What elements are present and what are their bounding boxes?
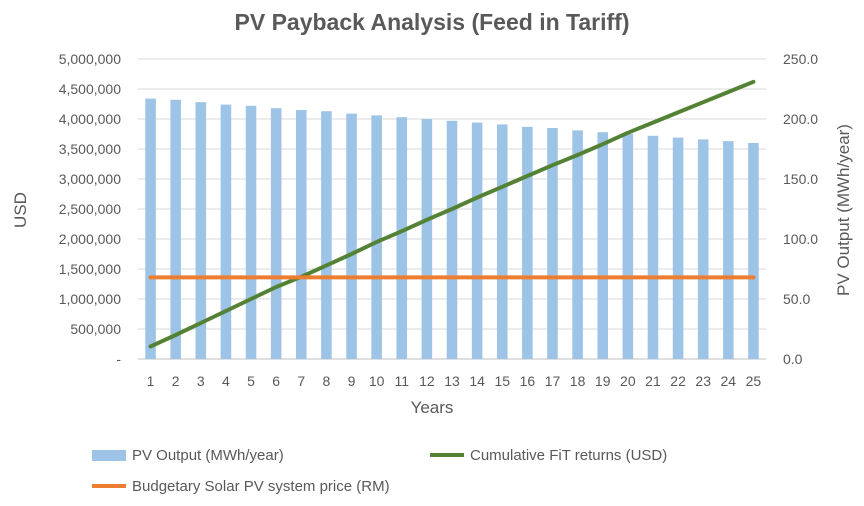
right-axis-ticks: 0.0 50.0 100.0 150.0 200.0 250.0 (783, 51, 818, 367)
bar (496, 124, 508, 360)
bar (421, 119, 433, 359)
bar (522, 126, 533, 359)
x-tick-label: 23 (695, 373, 711, 389)
x-axis-ticks: 1 2 3 4 5 6 7 8 9 10 11 12 13 14 15 16 17 18 19 20 21 22 23 24 2… (147, 373, 762, 389)
bar (245, 105, 257, 359)
x-tick-label: 2 (172, 373, 180, 389)
y2-tick-label: 150.0 (783, 171, 818, 187)
legend: PV Output (MWh/year) Cumulative FiT retur… (92, 447, 667, 495)
bar (195, 102, 207, 359)
x-tick-label: 4 (222, 373, 230, 389)
x-tick-label: 9 (348, 373, 356, 389)
bar (471, 122, 483, 359)
x-tick-label: 13 (444, 373, 460, 389)
x-tick-label: 21 (645, 373, 661, 389)
y-tick-label: 3,500,000 (59, 141, 121, 157)
bar (270, 108, 282, 359)
bar (622, 134, 634, 359)
x-tick-label: 19 (595, 373, 611, 389)
x-tick-label: 22 (670, 373, 686, 389)
y-tick-label: 4,000,000 (59, 111, 121, 127)
bar-series (145, 98, 759, 360)
bar (597, 132, 608, 359)
bar (321, 111, 332, 359)
x-tick-label: 18 (570, 373, 586, 389)
y2-tick-label: 100.0 (783, 231, 818, 247)
y-tick-label: - (116, 351, 121, 367)
bar (572, 130, 583, 359)
series-line (148, 79, 756, 349)
bar (170, 99, 181, 360)
x-tick-label: 6 (272, 373, 280, 389)
y-tick-label: 5,000,000 (59, 51, 121, 67)
legend-label: PV Output (MWh/year) (132, 447, 284, 464)
y-tick-label: 1,000,000 (59, 291, 121, 307)
y-tick-label: 3,000,000 (59, 171, 121, 187)
x-tick-label: 12 (419, 373, 435, 389)
y2-tick-label: 200.0 (783, 111, 818, 127)
bar (296, 110, 307, 359)
x-tick-label: 15 (494, 373, 510, 389)
legend-label: Cumulative FiT returns (USD) (470, 447, 667, 464)
y-tick-label: 4,500,000 (59, 81, 121, 97)
y2-tick-label: 50.0 (783, 291, 810, 307)
bar (697, 139, 709, 359)
bar (396, 117, 408, 359)
bar (220, 104, 232, 359)
x-tick-label: 11 (394, 373, 409, 389)
x-tick-label: 7 (297, 373, 305, 389)
x-tick-label: 25 (746, 373, 762, 389)
x-tick-label: 8 (323, 373, 331, 389)
x-tick-label: 14 (469, 373, 485, 389)
bar (145, 98, 156, 359)
y2-tick-label: 250.0 (783, 51, 818, 67)
left-axis-ticks: - 500,000 1,000,000 1,500,000 2,000,000 2,500… (59, 51, 122, 367)
y-tick-label: 2,000,000 (59, 231, 121, 247)
y-tick-label: 1,500,000 (59, 261, 121, 277)
line-series (148, 79, 756, 349)
x-tick-label: 1 (147, 373, 155, 389)
legend-label: Budgetary Solar PV system price (RM) (132, 478, 390, 495)
x-tick-label: 3 (197, 373, 205, 389)
x-tick-label: 10 (369, 373, 385, 389)
bar (723, 141, 734, 359)
chart-title: PV Payback Analysis (Feed in Tariff) (235, 9, 630, 35)
x-axis-title: Years (411, 398, 454, 417)
bar (672, 137, 684, 359)
y-tick-label: 2,500,000 (59, 201, 121, 217)
bar (547, 128, 558, 359)
x-tick-label: 5 (247, 373, 255, 389)
legend-swatch (92, 450, 126, 461)
y2-tick-label: 0.0 (783, 351, 803, 367)
bar (371, 115, 382, 360)
y2-axis-title: PV Output (MWh/year) (834, 124, 853, 296)
bar (346, 113, 357, 359)
x-tick-label: 16 (520, 373, 536, 389)
x-tick-label: 24 (721, 373, 737, 389)
y-axis-title: USD (11, 192, 30, 228)
x-tick-label: 17 (545, 373, 561, 389)
x-tick-label: 20 (620, 373, 636, 389)
bar (446, 120, 458, 359)
y-tick-label: 500,000 (70, 321, 121, 337)
bar (748, 143, 759, 359)
bar (647, 135, 659, 359)
